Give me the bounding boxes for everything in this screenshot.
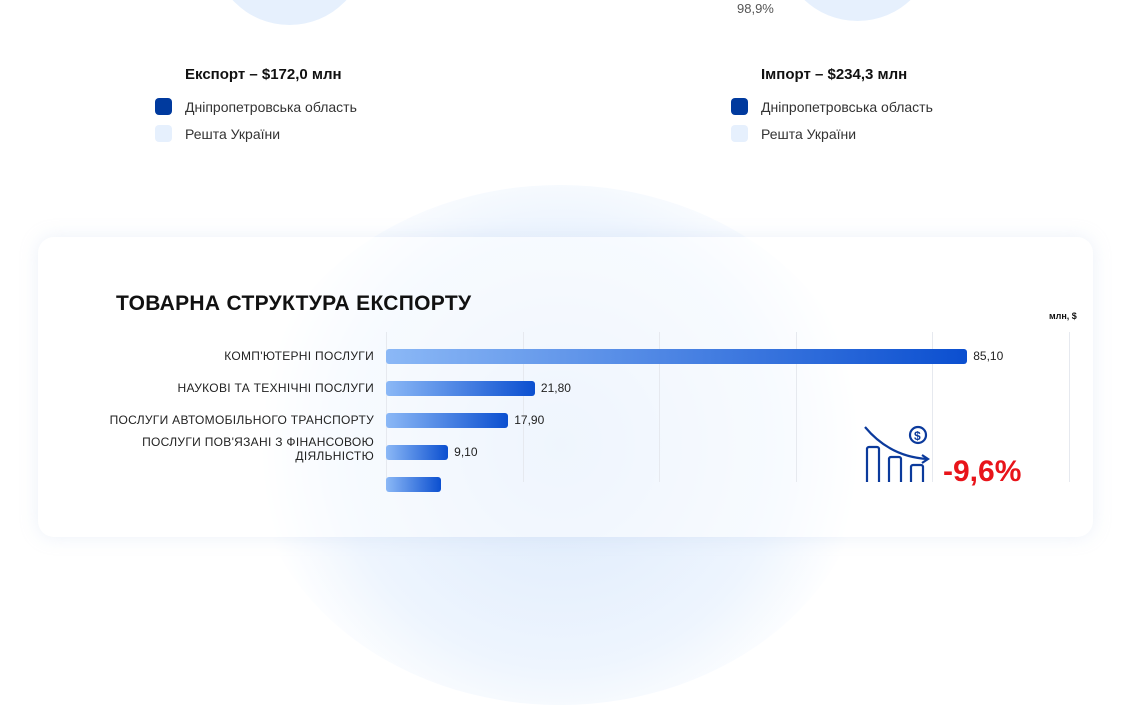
- gridline: [522, 332, 524, 482]
- export-legend: Експорт – $172,0 млн Дніпропетровська об…: [155, 66, 357, 147]
- export-total: Експорт – $172,0 млн: [185, 66, 342, 83]
- declining-chart-dollar-icon: $: [864, 425, 930, 482]
- legend-item: Дніпропетровська область: [155, 93, 357, 120]
- import-legend: Імпорт – $234,3 млн Дніпропетровська обл…: [731, 66, 933, 147]
- legend-label: Дніпропетровська область: [185, 98, 357, 115]
- legend-item: Решта України: [155, 120, 357, 147]
- legend-label: Решта України: [761, 125, 857, 142]
- import-pie-percent: 98,9%: [735, 1, 776, 16]
- category-label: НАУКОВІ ТА ТЕХНІЧНІ ПОСЛУГИ: [177, 381, 374, 395]
- swatch: [731, 98, 748, 115]
- swatch: [731, 125, 748, 142]
- category-label: КОМП'ЮТЕРНІ ПОСЛУГИ: [224, 349, 374, 363]
- value-label: 9,10: [454, 445, 478, 459]
- value-label: 17,90: [514, 413, 545, 427]
- legend-label: Решта України: [185, 125, 281, 142]
- bar: [386, 445, 449, 460]
- svg-text:$: $: [914, 429, 921, 443]
- unit-label: млн, $: [1049, 311, 1077, 321]
- gridline: [386, 332, 387, 482]
- bar: [386, 413, 509, 428]
- legend-label: Дніпропетровська область: [761, 98, 933, 115]
- bar: [386, 477, 441, 492]
- change-value: -9,6%: [943, 455, 1022, 488]
- import-total: Імпорт – $234,3 млн: [761, 66, 908, 83]
- gridline: [932, 332, 934, 482]
- legend-item: Решта України: [731, 120, 933, 147]
- category-label: ПОСЛУГИ ПОВ'ЯЗАНІ З ФІНАНСОВОЮ ДІЯЛЬНІСТ…: [142, 435, 374, 463]
- bar: [386, 381, 535, 396]
- bar: [386, 349, 968, 364]
- value-label: 21,80: [540, 381, 571, 395]
- gridline: [795, 332, 797, 482]
- import-pie-chart: [780, 0, 935, 21]
- category-label: ПОСЛУГИ АВТОМОБІЛЬНОГО ТРАНСПОРТУ: [109, 413, 374, 427]
- export-pie-chart: [212, 0, 367, 25]
- legend-item: Дніпропетровська область: [731, 93, 933, 120]
- chart-title: ТОВАРНА СТРУКТУРА ЕКСПОРТУ: [116, 292, 472, 315]
- gridline: [1069, 332, 1070, 482]
- value-label: 85,10: [973, 349, 1004, 363]
- gridline: [659, 332, 661, 482]
- swatch: [155, 98, 172, 115]
- swatch: [155, 125, 172, 142]
